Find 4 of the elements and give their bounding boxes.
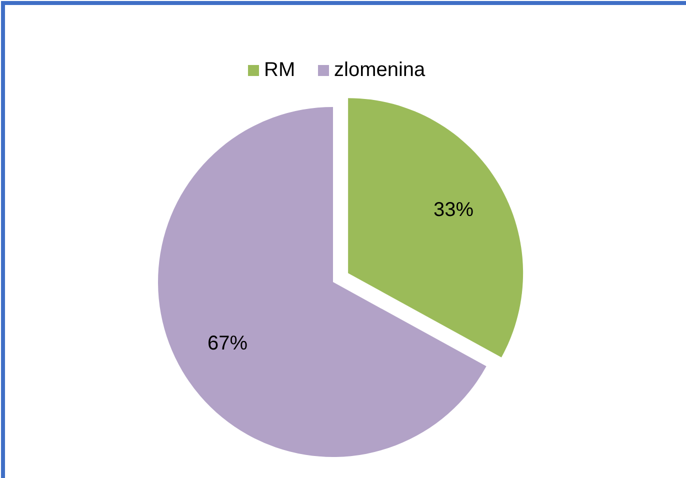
data-label: 33%	[433, 199, 474, 222]
legend-label: RM	[264, 59, 296, 81]
data-label: 67%	[208, 332, 248, 355]
legend-label: zlomenina	[334, 59, 426, 81]
